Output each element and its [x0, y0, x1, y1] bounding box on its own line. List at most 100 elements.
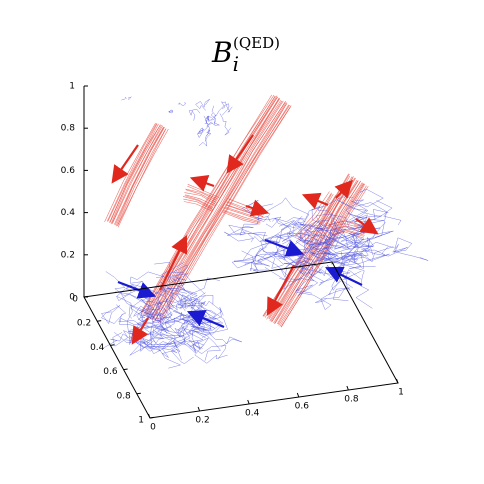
field-line	[308, 241, 369, 264]
field-line	[171, 264, 205, 294]
title-subscript: i	[233, 52, 239, 76]
y-tick	[123, 368, 128, 371]
z-tick-label: 1	[69, 82, 75, 92]
field-line	[233, 245, 270, 267]
arrow	[186, 310, 225, 329]
y-tick	[110, 344, 115, 346]
x-tick-label: 0.8	[344, 395, 359, 405]
field-line	[332, 246, 394, 266]
field-line	[295, 191, 330, 236]
arrow	[355, 217, 379, 235]
field-line	[109, 124, 161, 223]
field-line	[146, 98, 280, 317]
field-line	[315, 275, 351, 303]
arrows	[111, 134, 379, 345]
x-tick	[247, 399, 250, 405]
field-line	[151, 100, 284, 320]
field-line	[220, 101, 233, 113]
field-line	[170, 109, 174, 114]
arrow	[159, 235, 188, 291]
y-tick	[149, 416, 155, 419]
field-line	[334, 213, 369, 250]
field-line	[184, 192, 216, 205]
field-line	[127, 96, 132, 101]
z-tick-label: 0.2	[61, 250, 75, 260]
field-line	[254, 247, 303, 269]
field-line	[223, 207, 262, 222]
z-tick-label: 0.8	[61, 124, 76, 134]
field-line	[109, 123, 159, 223]
arrow	[325, 266, 363, 286]
field-line	[112, 124, 162, 224]
field-line	[158, 105, 292, 323]
y-tick-label: 0.2	[77, 319, 91, 329]
field-line	[152, 101, 286, 320]
x-tick-label: 1	[398, 388, 404, 398]
field-line	[143, 95, 276, 315]
field-line	[328, 220, 366, 229]
field-line	[203, 115, 209, 124]
field-line	[155, 292, 182, 315]
field-line	[347, 238, 373, 262]
field-line	[106, 123, 157, 222]
field-line	[222, 211, 260, 225]
field-line	[279, 219, 344, 247]
field-line	[182, 196, 213, 209]
field-line	[129, 293, 155, 319]
field-line	[159, 106, 291, 324]
field-line	[127, 322, 166, 349]
field-line	[350, 224, 394, 241]
field-line	[121, 96, 127, 101]
field-line	[201, 333, 242, 348]
field-line	[316, 222, 347, 241]
arrow	[266, 264, 295, 316]
field-line	[157, 331, 204, 369]
x-tick-label: 0.6	[295, 402, 310, 412]
field-line	[115, 126, 165, 226]
field-line	[354, 237, 375, 249]
field-line	[183, 201, 213, 212]
field-line	[114, 127, 164, 225]
field-line	[154, 102, 287, 322]
field-line	[351, 212, 402, 243]
field-line	[298, 193, 334, 240]
field-line	[195, 98, 210, 111]
field-line	[186, 341, 227, 360]
x-tick-label: 0.2	[195, 416, 209, 426]
field-line	[225, 206, 263, 220]
field-line	[280, 185, 369, 328]
field-line	[197, 127, 205, 139]
field-line	[324, 243, 359, 265]
field-line	[274, 180, 362, 324]
title-superscript: (QED)	[233, 34, 280, 52]
field-line	[204, 122, 213, 142]
y-tick-label: 0	[72, 295, 78, 305]
field-line	[249, 260, 268, 273]
field-line	[177, 102, 186, 106]
field-line	[184, 195, 214, 208]
field-line	[127, 330, 144, 345]
field-line	[175, 292, 199, 311]
field-line	[154, 102, 288, 321]
field-line	[115, 126, 165, 227]
field-line	[110, 124, 161, 225]
z-tick-label: 0	[69, 293, 75, 303]
y-tick-label: 0.8	[116, 391, 131, 401]
z-tick-label: 0.4	[61, 208, 76, 218]
y-tick-label: 1	[138, 416, 144, 426]
field-line	[198, 129, 211, 147]
field-line	[305, 228, 362, 246]
field-line	[304, 198, 341, 247]
y-tick	[136, 392, 141, 395]
field-line	[307, 236, 341, 252]
field-line	[172, 273, 198, 302]
field-line	[107, 123, 158, 222]
field-line	[117, 129, 166, 226]
field-line	[141, 289, 173, 316]
field-line	[302, 197, 340, 244]
y-tick	[83, 295, 89, 298]
field-line	[147, 300, 166, 337]
field-line	[310, 246, 334, 262]
chart-title: Bi(QED)	[211, 34, 280, 76]
arrow	[264, 238, 305, 257]
